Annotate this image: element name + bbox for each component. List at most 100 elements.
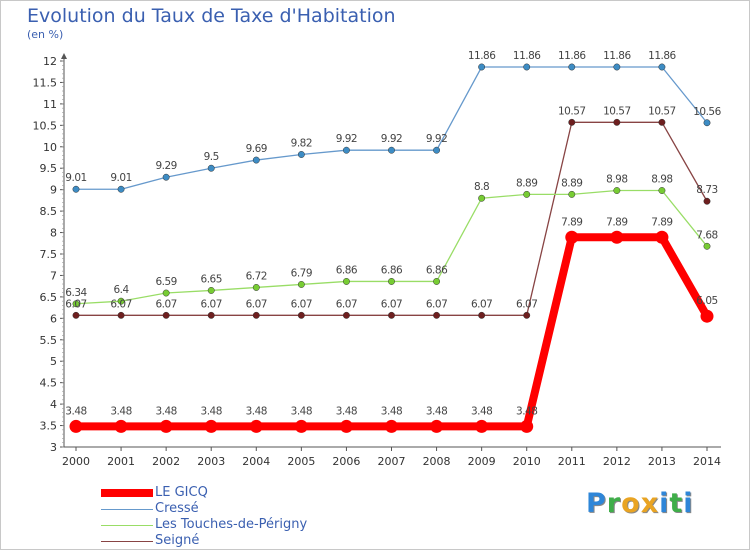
data-label: 11.86 [648,50,676,62]
data-label: 8.73 [696,184,717,196]
y-tick-label: 6 [50,312,57,325]
data-label: 7.89 [606,216,627,228]
data-point [162,173,170,181]
data-label: 9.92 [336,133,357,145]
y-tick-label: 11.5 [33,76,58,89]
data-label: 9.01 [110,172,131,184]
data-label: 6.86 [336,264,358,276]
data-label: 8.98 [606,174,627,186]
data-point [568,63,576,71]
data-label: 8.98 [651,174,672,186]
data-label: 3.48 [336,405,357,417]
y-tick-label: 4.5 [40,377,58,390]
data-label: 6.86 [381,264,403,276]
data-label: 6.07 [426,298,447,310]
series-0 [69,230,714,433]
data-point [433,311,441,319]
legend-swatch-les-touches-de-perigny [101,525,153,526]
data-point [114,419,128,433]
logo-letter: r [606,488,622,519]
data-point [700,309,714,323]
data-point [162,311,170,319]
legend-label-les-touches-de-perigny: Les Touches-de-Périgny [155,517,308,532]
data-point [478,194,486,202]
data-point [565,230,579,244]
series-3 [72,118,711,319]
data-label: 6.07 [336,298,357,310]
data-point [339,419,353,433]
data-label: 6.34 [65,287,87,299]
data-point [72,300,80,308]
data-point [117,185,125,193]
data-point [294,419,308,433]
data-point [297,311,305,319]
y-tick-label: 9.5 [40,162,58,175]
data-label: 11.86 [603,50,631,62]
data-point [388,277,395,285]
data-point [568,190,576,198]
x-tick-label: 2006 [332,455,360,468]
data-label: 3.48 [516,405,537,417]
y-tick-label: 7.5 [40,248,58,261]
data-label: 6.07 [291,298,312,310]
data-label: 6.07 [516,298,537,310]
data-point [252,311,260,319]
x-tick-label: 2003 [197,455,225,468]
y-tick-label: 7 [50,269,57,282]
data-point [433,277,441,285]
data-label: 3.48 [65,405,86,417]
data-label: 3.48 [381,405,402,417]
data-label: 3.48 [291,405,312,417]
data-point [117,297,125,305]
y-tick-label: 11 [43,98,57,111]
x-tick-label: 2009 [468,455,496,468]
data-label: 3.48 [110,405,131,417]
data-point [703,242,711,250]
data-point [252,156,260,164]
data-label: 6.65 [201,273,222,285]
data-point [207,164,215,172]
data-point [162,289,170,297]
data-point [523,63,531,71]
data-label: 8.89 [561,177,582,189]
data-label: 11.86 [558,50,586,62]
y-tick-label: 4 [50,398,57,411]
data-point [249,419,263,433]
y-tick-label: 10 [43,141,57,154]
data-point [72,185,80,193]
data-label: 3.48 [201,405,222,417]
x-tick-label: 2014 [693,455,721,468]
data-label: 7.68 [696,229,717,241]
data-point [69,419,83,433]
data-label: 9.29 [155,160,176,172]
y-tick-label: 8 [50,227,57,240]
y-tick-label: 5 [50,355,57,368]
data-label: 9.5 [204,151,219,163]
data-point [433,146,441,154]
data-point [613,63,621,71]
y-tick-label: 3.5 [40,420,58,433]
y-tick-label: 8.5 [40,205,58,218]
data-label: 6.07 [246,298,267,310]
data-label: 10.57 [558,105,586,117]
x-tick-label: 2000 [62,455,90,468]
logo-letter: P [586,488,607,519]
logo-letter: x [640,488,660,519]
data-point [342,146,350,154]
data-label: 6.07 [381,298,402,310]
y-tick-label: 3 [50,441,57,454]
x-tick-label: 2013 [648,455,676,468]
y-tick-label: 5.5 [40,334,58,347]
x-tick-label: 2004 [242,455,270,468]
x-tick-label: 2008 [423,455,451,468]
data-label: 6.59 [155,276,176,288]
data-label: 3.48 [155,405,176,417]
x-tick-label: 2007 [378,455,406,468]
data-label: 6.07 [201,298,222,310]
y-tick-label: 12 [43,55,57,68]
data-label: 8.89 [516,177,537,189]
data-label: 8.8 [474,181,489,193]
x-tick-label: 2012 [603,455,631,468]
data-point [297,151,305,158]
